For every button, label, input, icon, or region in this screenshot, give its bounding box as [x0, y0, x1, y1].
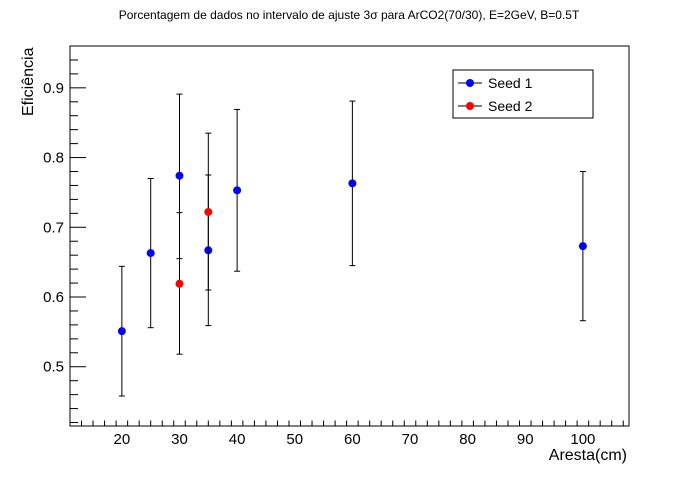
x-tick-label: 80 [459, 431, 476, 448]
y-axis-title: Eficiência [20, 47, 37, 116]
series-seed-1 [117, 93, 587, 397]
x-axis-title: Aresta(cm) [549, 447, 627, 464]
data-point [146, 249, 155, 258]
x-tick-label: 60 [344, 431, 361, 448]
data-point [233, 186, 242, 195]
legend-marker [466, 102, 474, 110]
legend-label: Seed 2 [488, 98, 533, 114]
x-tick-label: 100 [570, 431, 595, 448]
plot-frame [69, 45, 630, 427]
x-axis-tick-labels: 20 30 40 50 60 70 80 90 100 [114, 431, 596, 448]
y-tick-label: 0.6 [43, 289, 64, 306]
data-point [348, 179, 357, 188]
legend-entries: Seed 1 Seed 2 [458, 75, 533, 114]
data-series [117, 93, 587, 397]
legend-box [452, 69, 594, 119]
y-tick-label: 0.9 [43, 80, 64, 97]
x-tick-label: 50 [286, 431, 303, 448]
y-axis-tick-labels: 0.5 0.6 0.7 0.8 0.9 [43, 80, 64, 376]
series-seed-2 [175, 132, 213, 355]
x-tick-label: 40 [229, 431, 246, 448]
y-tick-label: 0.5 [43, 359, 64, 376]
x-axis-ticks [69, 420, 624, 426]
x-tick-label: 70 [402, 431, 419, 448]
legend-marker [466, 79, 474, 87]
data-point [175, 279, 184, 288]
x-tick-label: 20 [114, 431, 131, 448]
y-tick-label: 0.7 [43, 219, 64, 236]
x-tick-label: 90 [517, 431, 534, 448]
legend-entry-seed-1: Seed 1 [458, 75, 533, 91]
data-point [175, 171, 184, 180]
data-point [578, 242, 587, 251]
x-tick-label: 30 [171, 431, 188, 448]
chart-title: Porcentagem de dados no intervalo de aju… [119, 8, 580, 22]
data-point [204, 207, 213, 216]
y-tick-label: 0.8 [43, 150, 64, 167]
y-axis-ticks [70, 45, 86, 424]
data-point [117, 327, 126, 336]
legend-label: Seed 1 [488, 75, 533, 91]
legend: Seed 1 Seed 2 [452, 69, 594, 119]
legend-entry-seed-2: Seed 2 [458, 98, 533, 114]
